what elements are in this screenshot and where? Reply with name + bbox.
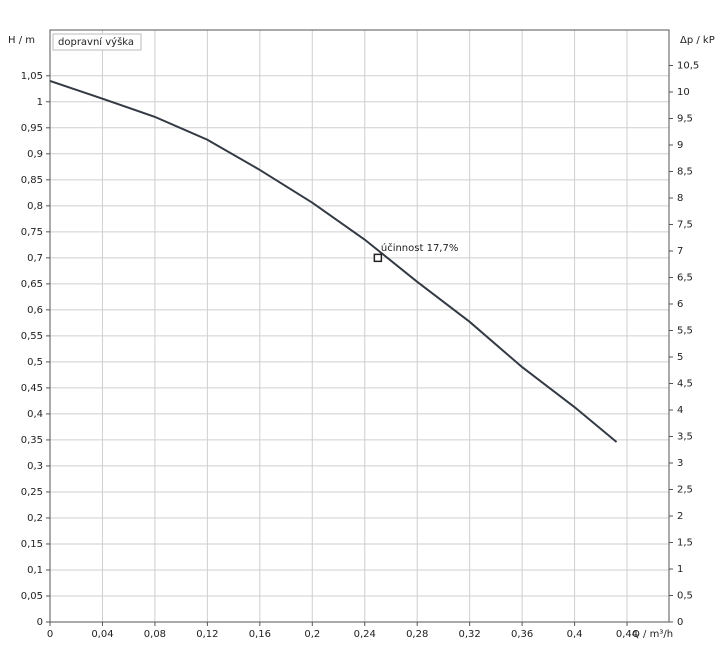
- y-tick-label: 0,2: [27, 513, 43, 524]
- y2-tick-label: 2: [677, 511, 683, 522]
- y-tick-label: 0,3: [27, 461, 43, 472]
- plot-frame: [49, 29, 670, 623]
- y2-tick-label: 8: [677, 193, 683, 204]
- x-tick-label: 0,16: [249, 629, 271, 640]
- x-tick-label: 0,2: [304, 629, 320, 640]
- y2-axis-label: Δp / kP: [680, 35, 715, 46]
- y2-tick-label: 4,5: [677, 379, 693, 390]
- chart-title: dopravní výška: [58, 36, 134, 48]
- y-tick-label: 0,65: [21, 279, 43, 290]
- y2-tick-label: 10,5: [677, 61, 699, 72]
- y-tick-label: 0,45: [21, 383, 43, 394]
- y2-tick-label: 1,5: [677, 538, 693, 549]
- x-tick-label: 0,04: [91, 629, 113, 640]
- y2-tick-label: 6: [677, 299, 683, 310]
- x-tick-label: 0,08: [144, 629, 166, 640]
- y-tick-label: 0,1: [27, 565, 43, 576]
- y2-tick-label: 0,5: [677, 591, 693, 602]
- x-axis-label: Q / m³/h: [632, 629, 673, 640]
- y-tick-label: 0,15: [21, 539, 43, 550]
- y2-tick-label: 9,5: [677, 114, 693, 125]
- y2-tick-label: 5,5: [677, 326, 693, 337]
- y2-tick-label: 0: [677, 617, 683, 628]
- y2-tick-label: 8,5: [677, 167, 693, 178]
- y-tick-label: 0,6: [27, 305, 43, 316]
- y-tick-label: 0,4: [27, 409, 43, 420]
- x-tick-label: 0,36: [511, 629, 533, 640]
- x-tick-label: 0,12: [196, 629, 218, 640]
- y-tick-label: 0,35: [21, 435, 43, 446]
- plot-area: [50, 30, 669, 622]
- y-axis-label: H / m: [8, 35, 35, 46]
- y2-tick-label: 9: [677, 140, 683, 151]
- y2-tick-label: 2,5: [677, 485, 693, 496]
- title-box: [52, 33, 142, 51]
- y2-tick-label: 5: [677, 352, 683, 363]
- y-tick-label: 0: [37, 617, 43, 628]
- y2-tick-label: 1: [677, 564, 683, 575]
- y2-tick-label: 7,5: [677, 220, 693, 231]
- y2-tick-label: 3: [677, 458, 683, 469]
- operating-point: [373, 253, 383, 263]
- y-tick-label: 0,55: [21, 331, 43, 342]
- y-tick-label: 0,25: [21, 487, 43, 498]
- y-tick-label: 1: [37, 97, 43, 108]
- x-tick-label: 0: [47, 629, 53, 640]
- x-tick-label: 0,44: [616, 629, 638, 640]
- y2-tick-label: 3,5: [677, 432, 693, 443]
- y2-tick-label: 7: [677, 246, 683, 257]
- y-tick-label: 0,95: [21, 123, 43, 134]
- y-tick-label: 0,9: [27, 149, 43, 160]
- annotation: účinnost 17,7%: [381, 242, 459, 254]
- x-tick-label: 0,28: [406, 629, 428, 640]
- y-tick-label: 0,5: [27, 357, 43, 368]
- y-tick-label: 0,75: [21, 227, 43, 238]
- y2-tick-label: 4: [677, 405, 683, 416]
- y-tick-label: 0,85: [21, 175, 43, 186]
- y2-tick-label: 10: [677, 87, 690, 98]
- x-tick-label: 0,4: [567, 629, 583, 640]
- y2-tick-label: 6,5: [677, 273, 693, 284]
- x-tick-label: 0,32: [459, 629, 481, 640]
- y-tick-label: 0,05: [21, 591, 43, 602]
- curve: [49, 80, 618, 443]
- x-tick-label: 0,24: [354, 629, 376, 640]
- y-tick-label: 0,8: [27, 201, 43, 212]
- y-tick-label: 1,05: [21, 71, 43, 82]
- y-tick-label: 0,7: [27, 253, 43, 264]
